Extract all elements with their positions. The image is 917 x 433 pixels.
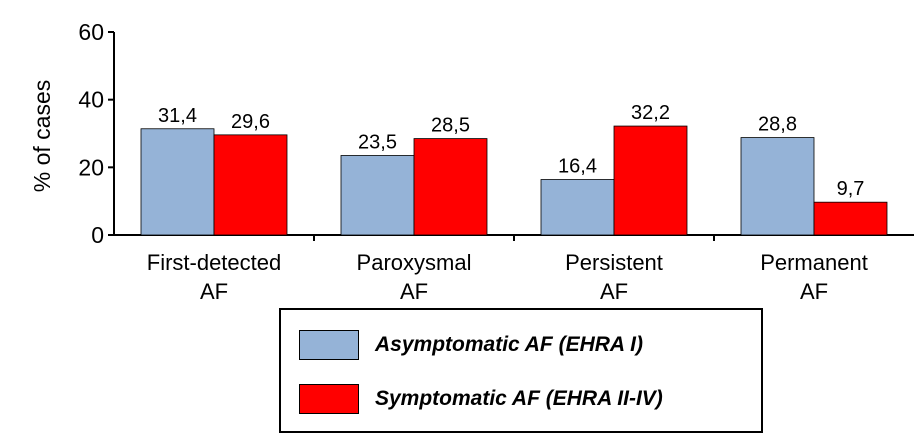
- plot-area: 0 20 40 60 31,4 29,6 First-detected AF 23,5 28,5 P…: [78, 19, 914, 304]
- data-label: 32,2: [631, 102, 670, 124]
- data-label: 16,4: [558, 156, 597, 178]
- bar-symptomatic-2: [613, 125, 688, 236]
- data-label: 31,4: [158, 105, 197, 127]
- y-tick-label: 60: [78, 19, 104, 45]
- bar-symptomatic-3: [813, 201, 888, 236]
- y-axis-label: % of cases: [29, 80, 55, 193]
- x-tick-label: AF: [800, 279, 828, 304]
- x-tick-label: AF: [200, 279, 228, 304]
- data-label: 28,5: [431, 115, 470, 137]
- legend: Asymptomatic AF (EHRA I) Symptomatic AF …: [279, 308, 763, 433]
- x-tick-label: Persistent: [565, 250, 663, 275]
- x-tick-label: Paroxysmal: [357, 250, 472, 275]
- bar-asymptomatic-0: [140, 128, 215, 236]
- y-tick-label: 20: [78, 154, 104, 180]
- data-label: 28,8: [758, 114, 797, 136]
- data-label: 29,6: [231, 111, 270, 133]
- legend-label-symptomatic: Symptomatic AF (EHRA II-IV): [375, 387, 663, 410]
- x-tick-label: AF: [600, 279, 628, 304]
- legend-item-asymptomatic: Asymptomatic AF (EHRA I): [299, 330, 643, 360]
- bar-symptomatic-0: [213, 134, 288, 236]
- x-tick-label: Permanent: [760, 250, 868, 275]
- x-tick-label: AF: [400, 279, 428, 304]
- bar-symptomatic-1: [413, 138, 488, 236]
- legend-swatch-asymptomatic: [299, 330, 359, 360]
- bar-asymptomatic-1: [340, 155, 415, 236]
- y-tick-label: 40: [78, 87, 104, 113]
- bar-asymptomatic-2: [540, 179, 615, 236]
- data-label: 23,5: [358, 131, 397, 153]
- legend-swatch-symptomatic: [299, 384, 359, 414]
- bar-asymptomatic-3: [740, 137, 815, 236]
- legend-item-symptomatic: Symptomatic AF (EHRA II-IV): [299, 384, 663, 414]
- y-tick-label: 0: [91, 222, 104, 248]
- x-tick-label: First-detected: [147, 250, 282, 275]
- data-label: 9,7: [837, 178, 865, 200]
- legend-label-asymptomatic: Asymptomatic AF (EHRA I): [375, 333, 643, 356]
